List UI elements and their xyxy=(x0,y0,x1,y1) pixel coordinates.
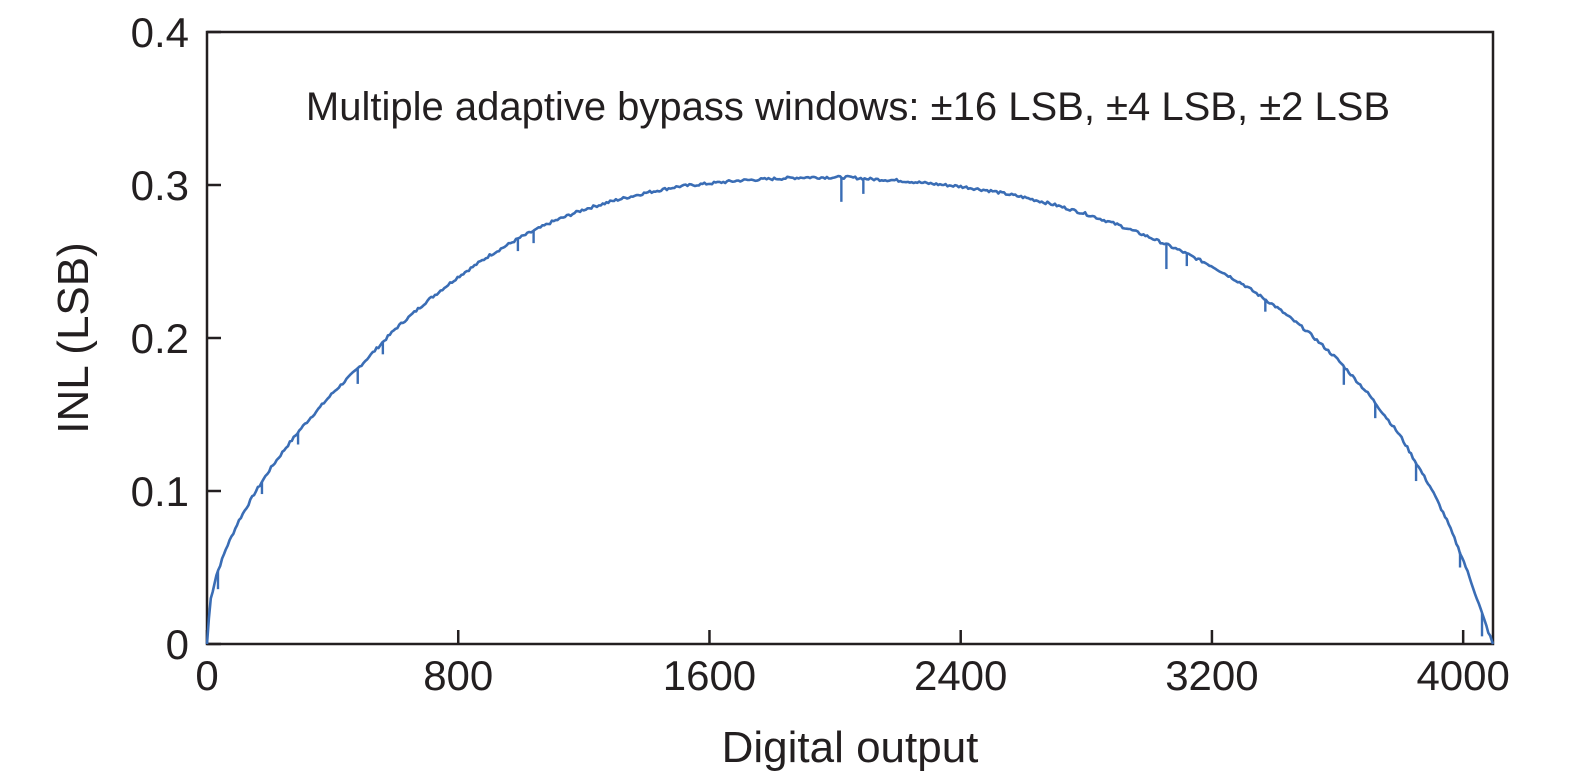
x-tick-label: 0 xyxy=(195,652,218,699)
x-tick-label: 800 xyxy=(423,652,493,699)
inl-series-line xyxy=(205,174,1495,645)
y-tick-label: 0.2 xyxy=(131,315,189,362)
tick-labels: 0 800 1600 2400 3200 4000 0 0.1 0.2 0.3 0.4 xyxy=(131,9,1510,699)
x-tick-label: 1600 xyxy=(663,652,756,699)
y-tick-label: 0.1 xyxy=(131,468,189,515)
x-axis-title: Digital output xyxy=(722,723,979,772)
x-tick-label: 2400 xyxy=(914,652,1007,699)
y-tick-label: 0.3 xyxy=(131,162,189,209)
y-tick-label: 0.4 xyxy=(131,9,189,56)
chart-annotation: Multiple adaptive bypass windows: ±16 LS… xyxy=(306,85,1390,129)
y-tick-label: 0 xyxy=(166,621,189,668)
x-tick-label: 4000 xyxy=(1416,652,1509,699)
inl-spikes xyxy=(216,177,1484,637)
y-axis-title: INL (LSB) xyxy=(49,242,98,434)
x-tick-label: 3200 xyxy=(1165,652,1258,699)
